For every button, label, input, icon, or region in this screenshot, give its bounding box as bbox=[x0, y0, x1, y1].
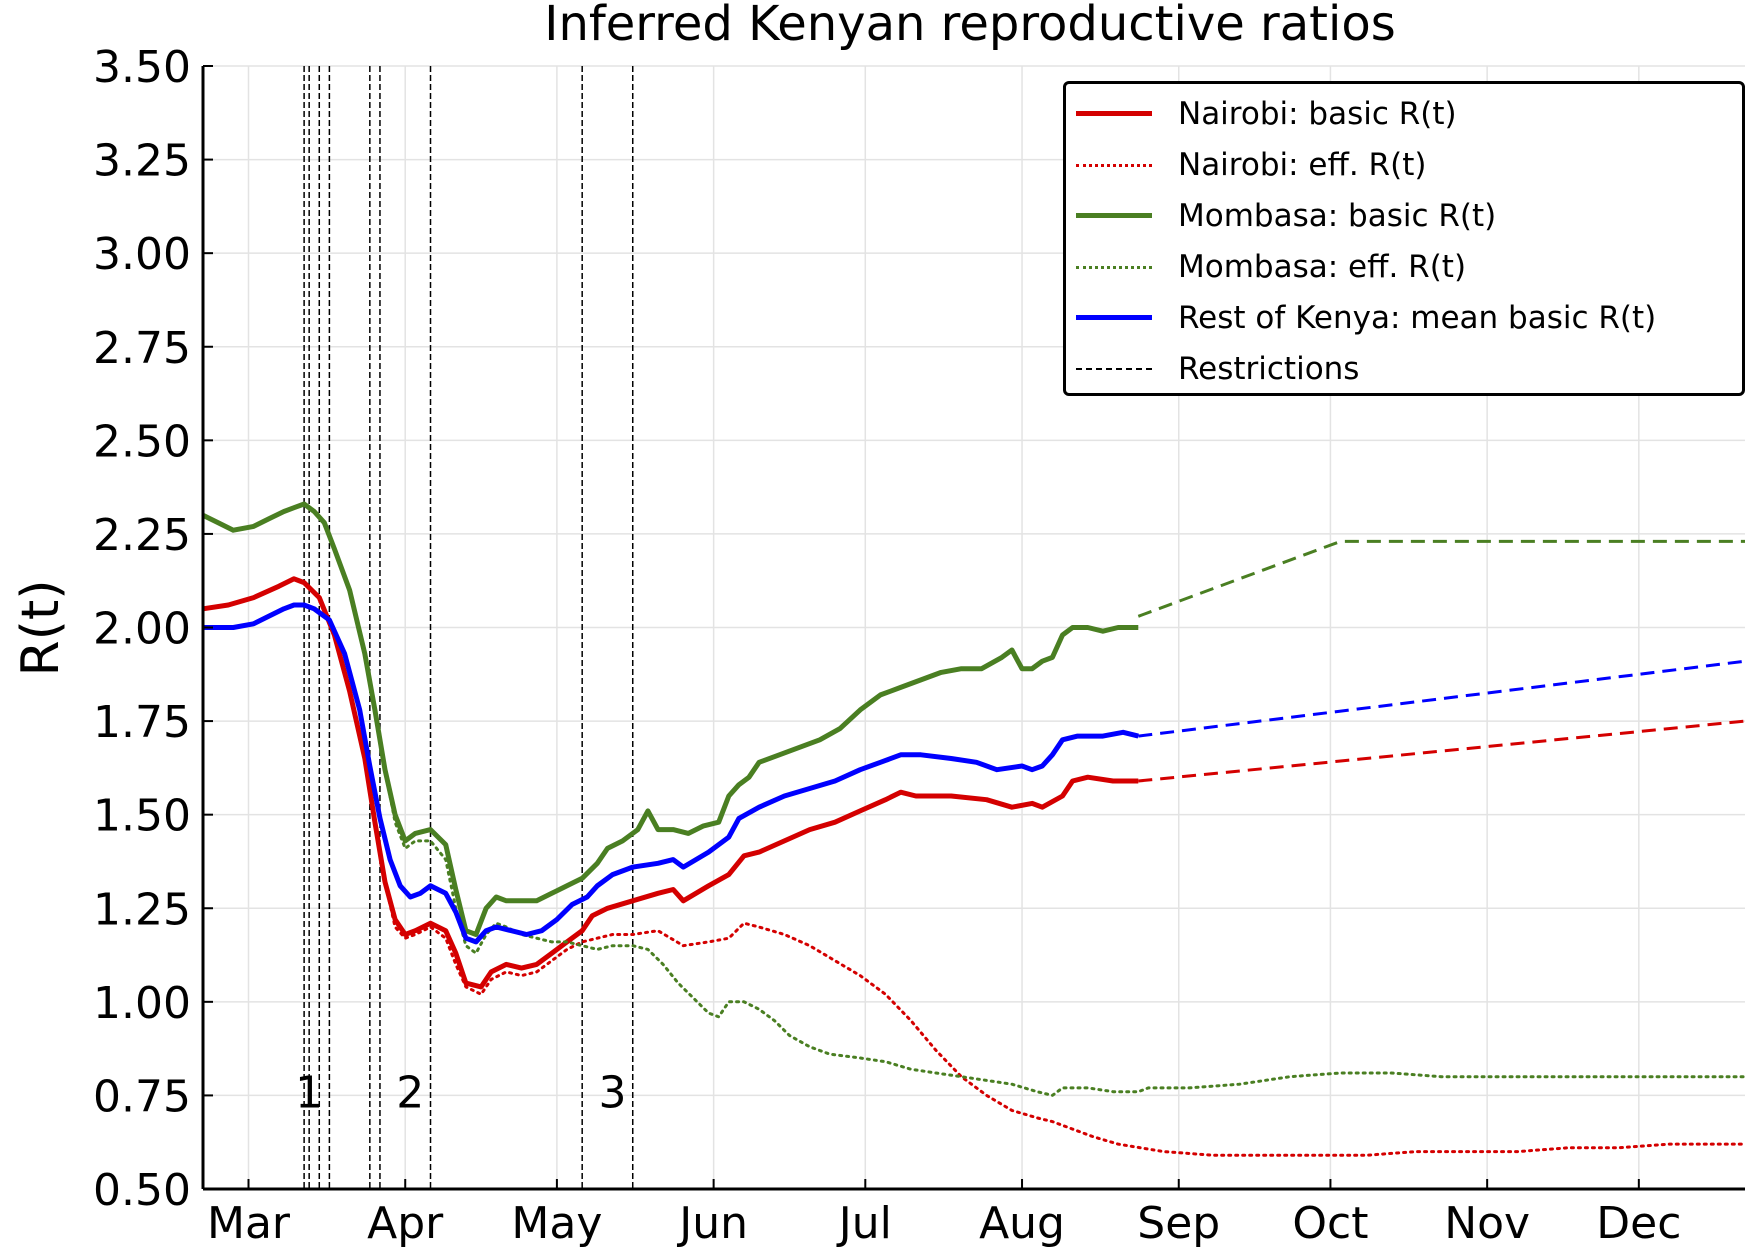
series-line-mombasa-basic-r-t bbox=[201, 501, 1139, 937]
chart-title: Inferred Kenyan reproductive ratios bbox=[544, 0, 1395, 52]
legend-swatch-mombasa-basic bbox=[1076, 213, 1152, 218]
y-tick-label: 2.75 bbox=[93, 323, 191, 374]
legend-label: Rest of Kenya: mean basic R(t) bbox=[1178, 300, 1657, 336]
legend-label: Restrictions bbox=[1178, 351, 1360, 387]
y-tick-label: 2.25 bbox=[93, 510, 191, 561]
x-tick-label: Dec bbox=[1596, 1198, 1681, 1249]
y-axis-label: R(t) bbox=[11, 579, 71, 676]
series-line-rest-of-kenya-mean-basic-r-t bbox=[203, 602, 1139, 945]
x-tick-label: Apr bbox=[367, 1198, 444, 1249]
x-tick-label: Mar bbox=[207, 1198, 291, 1249]
series-line-rest-of-kenya-mean-basic-r-t-projection bbox=[1138, 659, 1746, 738]
legend-label: Mombasa: basic R(t) bbox=[1178, 198, 1497, 234]
ticks: 0.50 0.75 1.00 1.25 1.50 1.75 2.00 2.25 2.50 2.75… bbox=[93, 42, 1681, 1249]
legend-swatch-rest-of-kenya bbox=[1076, 315, 1152, 320]
x-tick-label: Aug bbox=[979, 1198, 1065, 1249]
y-tick-label: 3.00 bbox=[93, 229, 191, 280]
x-tick-label: Sep bbox=[1137, 1198, 1220, 1249]
series-lines bbox=[201, 501, 1747, 1157]
x-tick-label: May bbox=[511, 1198, 602, 1249]
legend-item-mombasa-eff: Mombasa: eff. R(t) bbox=[1066, 247, 1742, 287]
legend-label: Nairobi: eff. R(t) bbox=[1178, 147, 1427, 183]
x-tick-label: Nov bbox=[1444, 1198, 1530, 1249]
legend-label: Nairobi: basic R(t) bbox=[1178, 96, 1457, 132]
y-tick-label: 2.00 bbox=[93, 604, 191, 655]
restriction-phase-label: 3 bbox=[599, 1068, 627, 1119]
series-line-mombasa-basic-r-t-projection bbox=[1137, 539, 1745, 618]
legend-item-nairobi-basic: Nairobi: basic R(t) bbox=[1066, 94, 1742, 134]
y-tick-label: 0.75 bbox=[93, 1071, 191, 1122]
grid bbox=[203, 65, 1745, 1190]
legend-swatch-nairobi-basic bbox=[1076, 111, 1152, 116]
legend-swatch-mombasa-eff bbox=[1076, 266, 1152, 269]
restriction-phase-label: 2 bbox=[396, 1068, 424, 1119]
series-line-nairobi-basic-r-t-projection bbox=[1138, 719, 1746, 783]
x-tick-label: Oct bbox=[1292, 1198, 1368, 1249]
legend-item-rest-of-kenya: Rest of Kenya: mean basic R(t) bbox=[1066, 298, 1742, 338]
y-tick-label: 3.25 bbox=[93, 136, 191, 187]
y-tick-label: 1.75 bbox=[93, 697, 191, 748]
legend-item-restrictions: Restrictions bbox=[1066, 349, 1742, 389]
legend-swatch-restrictions bbox=[1076, 368, 1152, 370]
legend-item-nairobi-eff: Nairobi: eff. R(t) bbox=[1066, 145, 1742, 185]
series-line-nairobi-eff-r-t bbox=[201, 577, 1747, 1157]
x-tick-label: Jul bbox=[836, 1198, 892, 1249]
legend: Nairobi: basic R(t) Nairobi: eff. R(t) M… bbox=[1063, 81, 1745, 396]
legend-item-mombasa-basic: Mombasa: basic R(t) bbox=[1066, 196, 1742, 236]
y-tick-label: 0.50 bbox=[93, 1165, 191, 1216]
y-tick-label: 3.50 bbox=[93, 42, 191, 93]
x-tick-label: Jun bbox=[676, 1198, 748, 1249]
legend-swatch-nairobi-eff bbox=[1076, 164, 1152, 167]
y-tick-label: 1.00 bbox=[93, 978, 191, 1029]
series-line-nairobi-basic-r-t bbox=[202, 576, 1139, 990]
y-tick-label: 1.50 bbox=[93, 791, 191, 842]
legend-label: Mombasa: eff. R(t) bbox=[1178, 249, 1467, 285]
series-line-mombasa-eff-r-t bbox=[201, 502, 1747, 1097]
y-tick-label: 2.50 bbox=[93, 416, 191, 467]
restriction-phase-label: 1 bbox=[295, 1068, 323, 1119]
annotations: 1 2 3 bbox=[295, 1068, 626, 1119]
y-tick-label: 1.25 bbox=[93, 884, 191, 935]
